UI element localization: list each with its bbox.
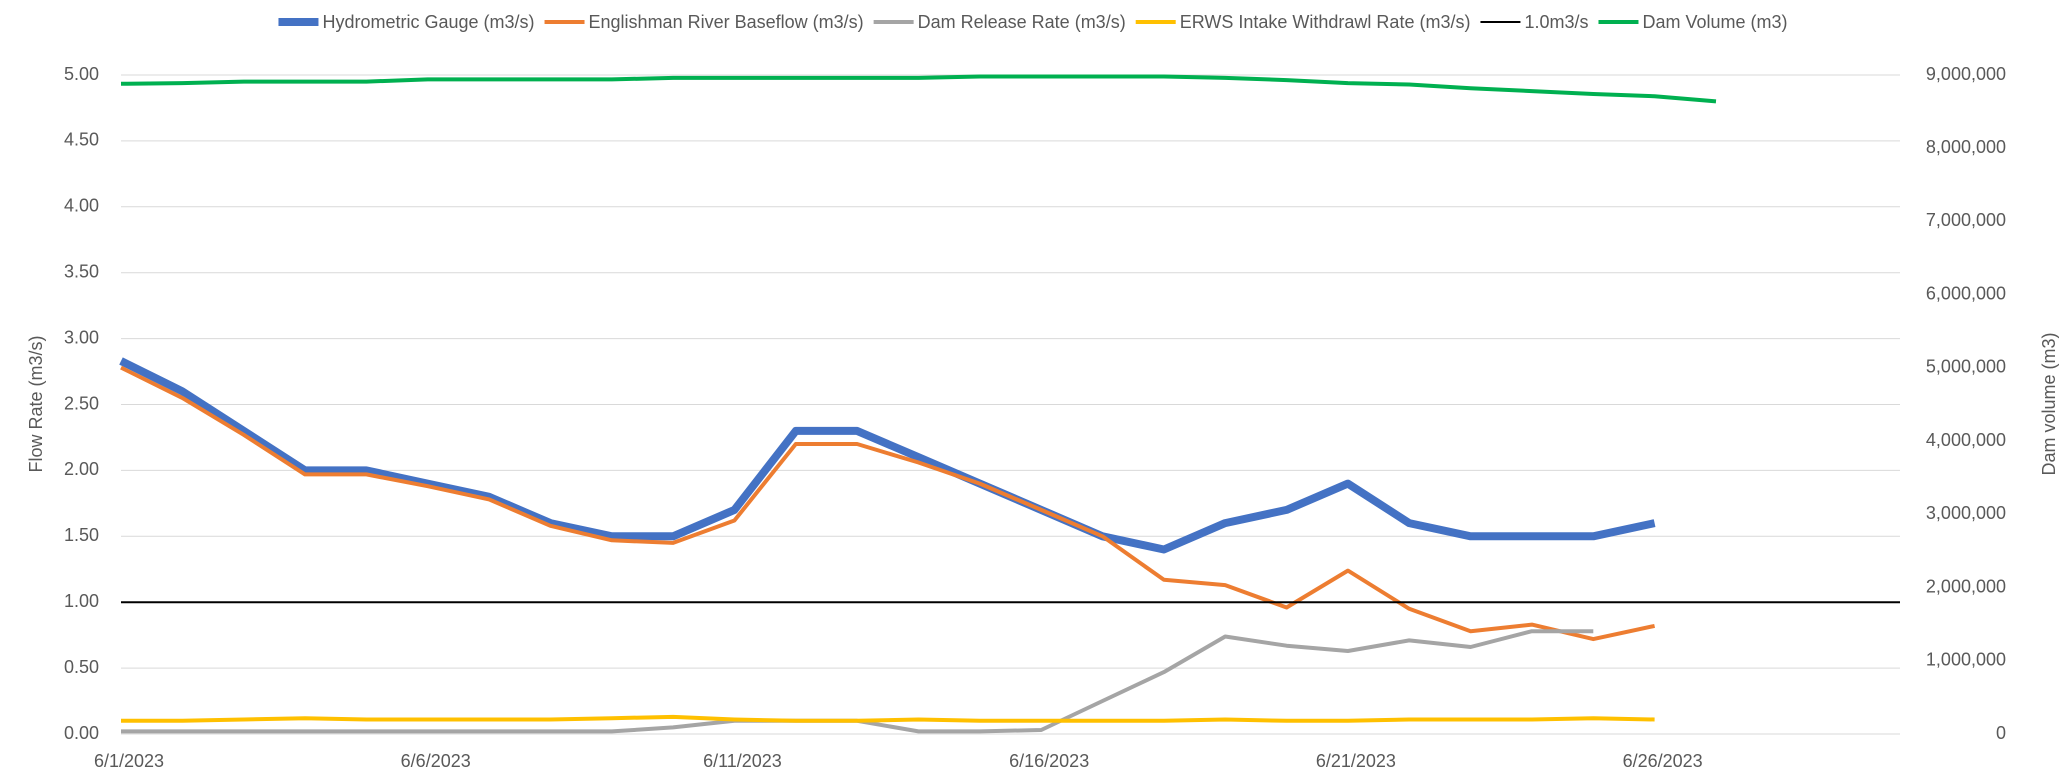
y-tick-label: 0.50	[64, 657, 99, 677]
y2-tick-label: 7,000,000	[1926, 210, 2006, 230]
y-tick-label: 2.50	[64, 393, 99, 413]
y2-tick-label: 1,000,000	[1926, 650, 2006, 670]
legend-item: Englishman River Baseflow (m3/s)	[544, 12, 864, 32]
y2-tick-label: 3,000,000	[1926, 503, 2006, 523]
series-line	[119, 357, 1656, 554]
legend-item: ERWS Intake Withdrawl Rate (m3/s)	[1135, 12, 1471, 32]
x-tick-label: 6/16/2023	[1009, 751, 1089, 771]
y2-tick-label: 6,000,000	[1926, 283, 2006, 303]
y2-tick-label: 0	[1996, 723, 2006, 743]
y2-tick-label: 5,000,000	[1926, 357, 2006, 377]
y-tick-label: 3.50	[64, 261, 99, 281]
y2-tick-label: 4,000,000	[1926, 430, 2006, 450]
legend-item: Dam Release Rate (m3/s)	[873, 12, 1126, 32]
y-tick-label: 5.00	[64, 64, 99, 84]
x-tick-label: 6/26/2023	[1623, 751, 1703, 771]
y-tick-label: 3.00	[64, 327, 99, 347]
legend-label: 1.0m3/s	[1524, 12, 1588, 32]
series-line	[121, 714, 1655, 723]
x-tick-label: 6/11/2023	[703, 751, 782, 771]
x-tick-label: 6/1/2023	[94, 751, 164, 771]
y-tick-label: 1.00	[64, 591, 99, 611]
y-tick-label: 1.50	[64, 525, 99, 545]
series-line	[121, 629, 1594, 734]
y-axis-title: Flow Rate (m3/s)	[26, 335, 46, 472]
x-tick-label: 6/6/2023	[401, 751, 471, 771]
y-tick-label: 2.00	[64, 459, 99, 479]
x-tick-label: 6/21/2023	[1316, 751, 1396, 771]
y-tick-label: 4.00	[64, 196, 99, 216]
legend-item: Hydrometric Gauge (m3/s)	[278, 12, 535, 32]
series-line	[120, 365, 1656, 642]
y2-axis-title: Dam volume (m3)	[2039, 332, 2059, 475]
y-tick-label: 4.50	[64, 130, 99, 150]
legend-label: Englishman River Baseflow (m3/s)	[589, 12, 864, 32]
y2-tick-label: 2,000,000	[1926, 576, 2006, 596]
legend: Hydrometric Gauge (m3/s) Englishman River…	[278, 12, 1788, 32]
legend-label: Dam Release Rate (m3/s)	[918, 12, 1126, 32]
legend-item: 1.0m3/s	[1480, 12, 1588, 32]
legend-label: Hydrometric Gauge (m3/s)	[322, 12, 534, 32]
series-line	[120, 74, 1717, 104]
legend-label: Dam Volume (m3)	[1642, 12, 1787, 32]
y2-tick-label: 8,000,000	[1926, 137, 2006, 157]
legend-label: ERWS Intake Withdrawl Rate (m3/s)	[1180, 12, 1471, 32]
y2-tick-label: 9,000,000	[1926, 64, 2006, 84]
y-tick-label: 0.00	[64, 723, 99, 743]
legend-item: Dam Volume (m3)	[1598, 12, 1788, 32]
